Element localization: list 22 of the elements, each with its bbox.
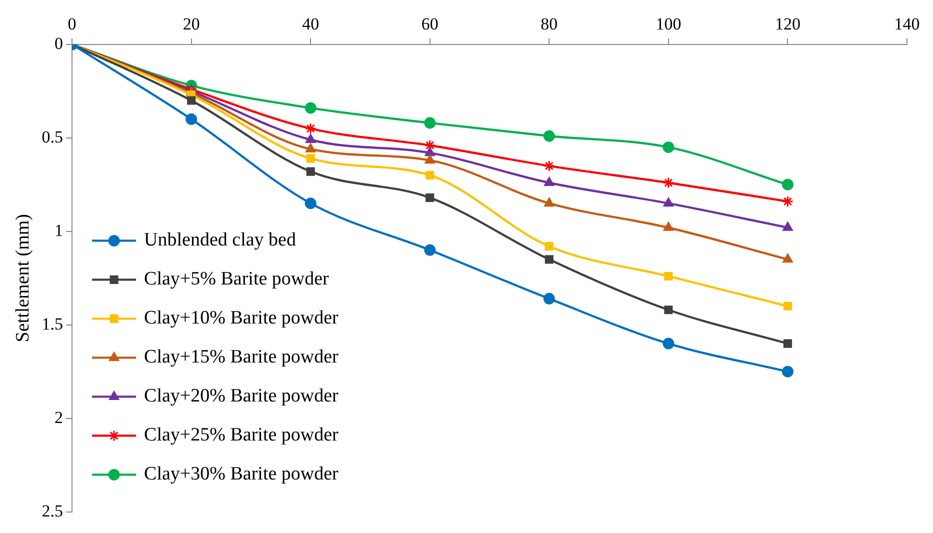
x-tick-label: 120 bbox=[774, 14, 800, 34]
y-tick-label: 0.5 bbox=[42, 127, 64, 146]
y-tick-label: 0 bbox=[54, 34, 64, 53]
legend-label: Clay+30% Barite powder bbox=[144, 464, 340, 485]
legend-label: Clay+5% Barite powder bbox=[144, 268, 330, 290]
x-tick-label: 40 bbox=[302, 14, 320, 34]
x-tick-label: 140 bbox=[894, 14, 920, 34]
y-tick-label: 1 bbox=[54, 220, 64, 240]
y-tick-label: 1.5 bbox=[42, 314, 64, 334]
x-tick-label: 20 bbox=[182, 14, 200, 34]
x-tick-label: 60 bbox=[421, 14, 438, 34]
y-axis-title: Settlement (mm) bbox=[12, 214, 34, 342]
legend-label: Clay+10% Barite powder bbox=[144, 308, 340, 329]
y-tick-label: 2 bbox=[54, 408, 64, 427]
legend-label: Unblended clay bed bbox=[144, 230, 296, 251]
legend-label: Clay+25% Barite powder bbox=[144, 424, 340, 446]
legend-label: Clay+20% Barite powder bbox=[144, 386, 340, 407]
y-tick-label: 2.5 bbox=[42, 501, 64, 520]
x-tick-label: 100 bbox=[656, 14, 682, 34]
legend-label: Clay+15% Barite powder bbox=[144, 346, 340, 368]
x-tick-label: 0 bbox=[68, 14, 76, 34]
x-tick-label: 80 bbox=[540, 14, 558, 34]
